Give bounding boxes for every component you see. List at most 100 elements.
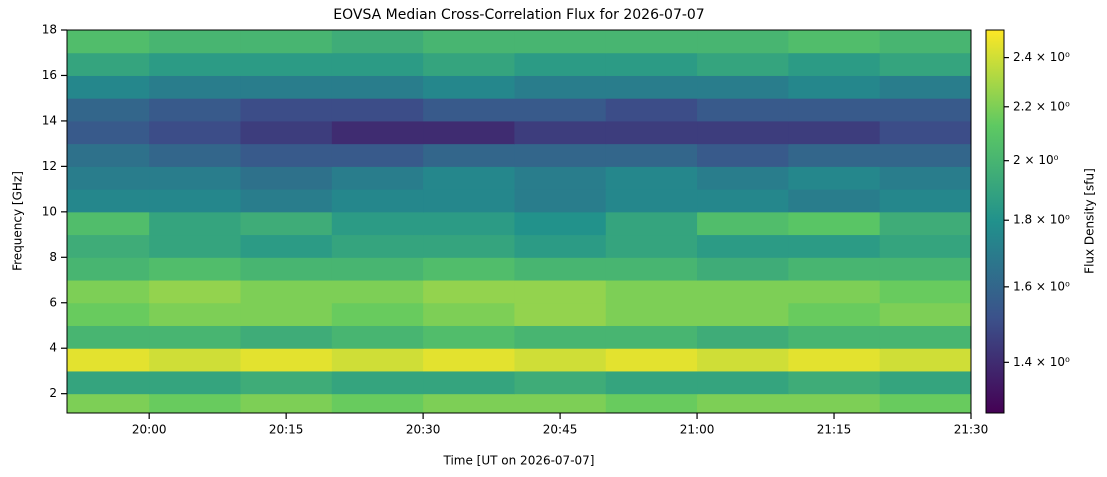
- heatmap-cell: [605, 280, 698, 304]
- heatmap-cell: [331, 234, 424, 258]
- heatmap-cell: [240, 234, 333, 258]
- heatmap-cell: [788, 75, 881, 99]
- heatmap-cell: [331, 393, 424, 413]
- heatmap-cell: [879, 75, 971, 99]
- y-tick-label: 18: [42, 23, 57, 37]
- colorbar-tick-label: 2.2 × 10⁰: [1013, 99, 1070, 113]
- y-tick-label: 6: [49, 295, 57, 309]
- heatmap-cell: [331, 143, 424, 167]
- heatmap-cell: [423, 325, 515, 349]
- heatmap-cell: [240, 370, 333, 395]
- heatmap-cell: [697, 325, 789, 349]
- heatmap-cell: [67, 143, 150, 167]
- heatmap-cell: [514, 211, 607, 236]
- heatmap-cell: [605, 257, 698, 281]
- heatmap-cell: [240, 325, 333, 349]
- heatmap-cell: [879, 189, 971, 213]
- heatmap-cell: [423, 302, 515, 326]
- heatmap-cell: [331, 280, 424, 304]
- x-tick-label: 20:00: [132, 423, 167, 437]
- heatmap-cell: [331, 257, 424, 281]
- heatmap-cell: [331, 302, 424, 326]
- heatmap-cell: [788, 143, 881, 167]
- heatmap-cell: [331, 189, 424, 213]
- heatmap-cell: [423, 211, 515, 236]
- heatmap-cell: [879, 257, 971, 281]
- heatmap-cell: [149, 120, 241, 145]
- heatmap-cell: [423, 143, 515, 167]
- heatmap-cell: [605, 52, 698, 76]
- colorbar-tick-label: 1.4 × 10⁰: [1013, 355, 1070, 369]
- heatmap-cell: [514, 302, 607, 326]
- heatmap-cell: [788, 348, 881, 372]
- heatmap-cell: [67, 189, 150, 213]
- heatmap-cell: [605, 211, 698, 236]
- y-axis-label: Frequency [GHz]: [11, 171, 25, 271]
- y-tick-label: 10: [42, 204, 57, 218]
- colorbar-label: Flux Density [sfu]: [1083, 168, 1097, 274]
- heatmap-cell: [423, 234, 515, 258]
- heatmap-cell: [331, 52, 424, 76]
- heatmap-cell: [788, 30, 881, 54]
- heatmap-cell: [149, 189, 241, 213]
- heatmap-cell: [331, 98, 424, 122]
- x-tick-label: 21:15: [817, 423, 852, 437]
- heatmap-cell: [149, 143, 241, 167]
- heatmap-cell: [879, 325, 971, 349]
- heatmap-cell: [879, 98, 971, 122]
- heatmap-cell: [697, 234, 789, 258]
- heatmap-cell: [514, 348, 607, 372]
- heatmap-cell: [788, 234, 881, 258]
- heatmap-cell: [879, 370, 971, 395]
- heatmap-cell: [240, 30, 333, 54]
- y-tick-label: 2: [49, 386, 57, 400]
- heatmap-cell: [514, 234, 607, 258]
- heatmap-cell: [240, 98, 333, 122]
- heatmap-cell: [514, 52, 607, 76]
- heatmap-cell: [240, 166, 333, 190]
- heatmap-cell: [788, 52, 881, 76]
- heatmap-cell: [149, 325, 241, 349]
- heatmap-cell: [67, 52, 150, 76]
- heatmap-cell: [149, 98, 241, 122]
- heatmap-cell: [67, 370, 150, 395]
- heatmap-cell: [605, 98, 698, 122]
- heatmap-cell: [240, 348, 333, 372]
- heatmap-cell: [423, 120, 515, 145]
- heatmap-cell: [149, 302, 241, 326]
- heatmap-cell: [67, 348, 150, 372]
- heatmap-cell: [67, 98, 150, 122]
- heatmap-cell: [879, 348, 971, 372]
- heatmap-cell: [879, 143, 971, 167]
- heatmap-cell: [605, 370, 698, 395]
- heatmap-cell: [423, 257, 515, 281]
- y-tick-label: 12: [42, 159, 57, 173]
- x-axis-label: Time [UT on 2026-07-07]: [443, 454, 595, 468]
- heatmap-cell: [605, 348, 698, 372]
- heatmap-cell: [67, 280, 150, 304]
- heatmap-cell: [879, 302, 971, 326]
- heatmap-cell: [697, 393, 789, 413]
- heatmap-cell: [697, 30, 789, 54]
- heatmap-cell: [697, 189, 789, 213]
- heatmap-cell: [605, 189, 698, 213]
- heatmap-cell: [240, 257, 333, 281]
- heatmap-cell: [879, 234, 971, 258]
- heatmap-cell: [67, 30, 150, 54]
- heatmap-cell: [879, 211, 971, 236]
- heatmap-cell: [697, 211, 789, 236]
- heatmap-cell: [331, 75, 424, 99]
- heatmap-cell: [514, 30, 607, 54]
- heatmap-cell: [697, 302, 789, 326]
- heatmap-cell: [331, 211, 424, 236]
- heatmap-cell: [331, 30, 424, 54]
- heatmap-cell: [423, 98, 515, 122]
- heatmap-cell: [149, 52, 241, 76]
- heatmap-cell: [514, 143, 607, 167]
- heatmap-cell: [149, 211, 241, 236]
- heatmap-cell: [514, 370, 607, 395]
- heatmap-cell: [605, 166, 698, 190]
- heatmap-cell: [514, 393, 607, 413]
- heatmap-cell: [605, 325, 698, 349]
- heatmap-cell: [240, 52, 333, 76]
